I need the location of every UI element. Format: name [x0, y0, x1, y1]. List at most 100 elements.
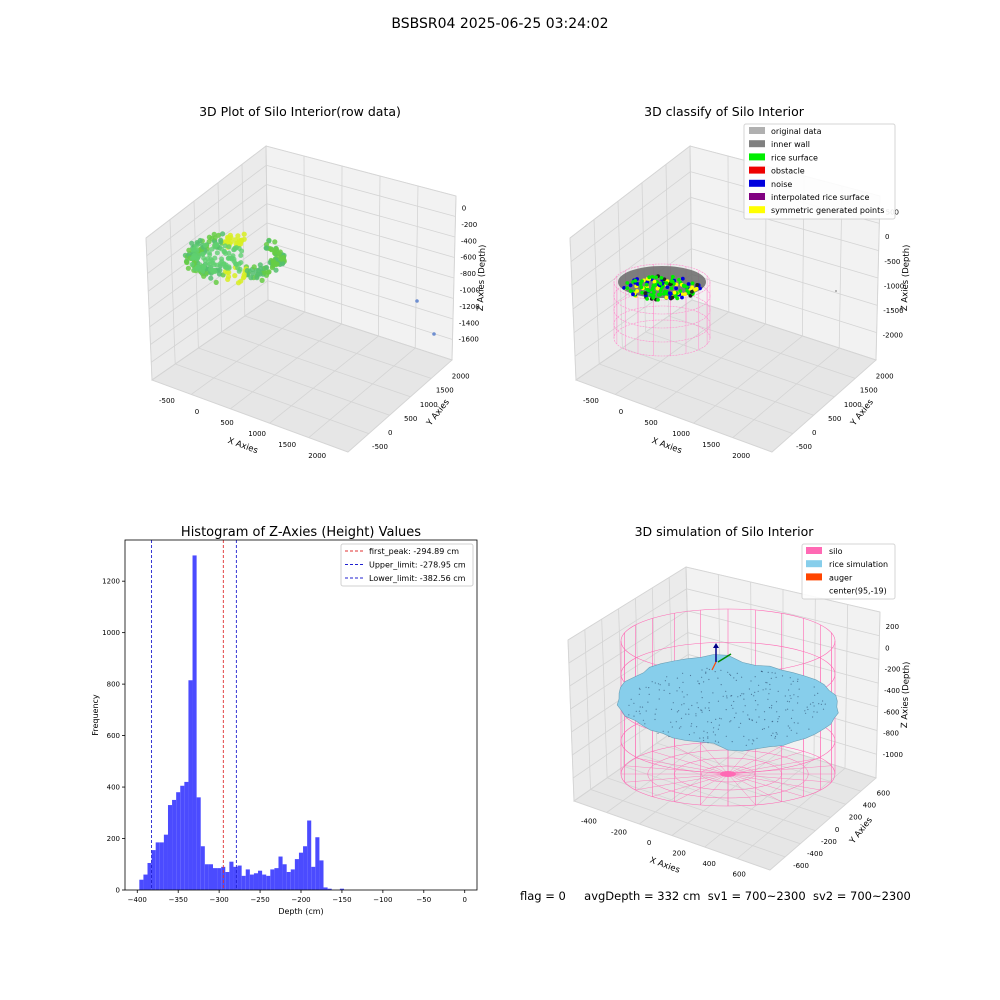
grid-line	[570, 632, 879, 710]
y-tick-label: 2000	[876, 373, 894, 381]
center-arrow-z-head	[713, 643, 719, 648]
y-tick-label: 1000	[420, 401, 438, 409]
mesh-point	[705, 672, 707, 674]
classified-point	[625, 286, 630, 290]
mesh-point	[777, 721, 779, 723]
classified-point	[683, 292, 687, 296]
classified-point	[652, 290, 656, 295]
mesh-point	[781, 675, 784, 677]
x-axis-label: Depth (cm)	[278, 907, 323, 916]
mesh-point	[686, 694, 688, 696]
z-tick-label: -500	[884, 258, 900, 266]
classified-point	[690, 281, 695, 286]
mesh-point	[812, 716, 814, 718]
mesh-point	[790, 697, 792, 699]
mesh-point	[654, 713, 656, 715]
mesh-point	[675, 721, 677, 723]
mesh-point	[633, 715, 635, 717]
grid-line	[573, 248, 878, 333]
mesh-point	[681, 704, 683, 706]
panel2-legend: original data inner wall rice surface obsta…	[743, 123, 896, 220]
x-tick-label: 1000	[248, 430, 266, 438]
x-tick-label: −300	[210, 896, 229, 904]
grid-line	[571, 196, 879, 286]
classified-point	[680, 276, 685, 281]
mesh-point	[768, 707, 771, 709]
classified-point	[670, 279, 675, 284]
classified-cloud	[613, 263, 837, 357]
mesh-point	[767, 698, 769, 700]
mesh-point	[717, 677, 719, 679]
y-tick-label: 600	[107, 732, 120, 740]
mesh-point	[714, 734, 716, 736]
raw-point	[206, 234, 212, 240]
mesh-point	[736, 672, 738, 675]
histogram-bar	[151, 850, 156, 890]
mesh-point	[703, 739, 705, 742]
legend-entry: auger	[829, 573, 853, 582]
mesh-point	[707, 737, 709, 739]
mesh-point	[774, 737, 776, 739]
y-tick-label: 0	[812, 429, 816, 437]
legend-entry: symmetric generated points	[771, 206, 884, 215]
mesh-point	[630, 698, 632, 700]
mesh-point	[657, 683, 660, 685]
raw-point	[250, 270, 256, 276]
raw-point	[263, 245, 269, 251]
mesh-point	[701, 676, 703, 678]
x-tick-label: −50	[416, 896, 431, 904]
raw-point	[225, 276, 231, 282]
mesh-point	[763, 728, 765, 730]
classified-point	[694, 286, 699, 291]
x-tick-label: 400	[702, 860, 715, 868]
classified-point	[628, 283, 633, 288]
raw-point	[191, 255, 196, 261]
mesh-point	[718, 724, 720, 726]
mesh-point	[757, 704, 759, 706]
histogram-bar	[143, 874, 148, 890]
y-tick-label: -200	[821, 838, 837, 846]
silo-wireframe	[674, 757, 782, 791]
raw-point	[214, 250, 220, 256]
histogram-bar	[327, 888, 332, 890]
z-tick-label: -1400	[459, 319, 479, 327]
legend-swatch	[806, 573, 822, 581]
mesh-point	[804, 710, 806, 712]
raw-point	[244, 268, 250, 274]
mesh-point	[772, 732, 774, 734]
mesh-point	[690, 725, 692, 727]
z-tick-label: -1600	[459, 336, 479, 344]
histogram-bar	[208, 864, 213, 890]
x-tick-label: −100	[373, 896, 392, 904]
mesh-point	[748, 739, 750, 741]
mesh-point	[681, 691, 683, 693]
sv1-text: sv1 = 700~2300	[707, 889, 806, 903]
legend-entry: Upper_limit: -278.95 cm	[369, 561, 466, 570]
y-tick-label: -600	[793, 862, 809, 870]
mesh-point	[743, 735, 745, 738]
classified-point	[664, 295, 669, 300]
mesh-point	[751, 719, 753, 721]
y-tick-label: 200	[107, 835, 120, 843]
histogram-bar	[167, 805, 173, 890]
raw-point	[229, 256, 235, 262]
raw-point	[200, 251, 206, 257]
y-tick-label: 1000	[844, 401, 862, 409]
mesh-point	[701, 709, 703, 712]
raw-point	[207, 252, 213, 258]
x-tick-label: −350	[169, 896, 188, 904]
histogram-bar	[286, 871, 291, 890]
z-tick-label: 0	[462, 204, 466, 212]
mesh-point	[657, 732, 659, 735]
legend-entry: first_peak: -294.89 cm	[369, 547, 459, 556]
mesh-point	[703, 730, 705, 732]
legend-entry: interpolated rice surface	[771, 193, 869, 202]
x-axis-label: X Axies	[650, 436, 683, 456]
classified-point	[687, 290, 691, 295]
mesh-point	[744, 705, 746, 707]
mesh-point	[666, 676, 668, 678]
mesh-point	[822, 708, 825, 710]
z-tick-label: -400	[461, 237, 477, 245]
mesh-point	[774, 735, 777, 738]
mesh-point	[756, 737, 758, 739]
